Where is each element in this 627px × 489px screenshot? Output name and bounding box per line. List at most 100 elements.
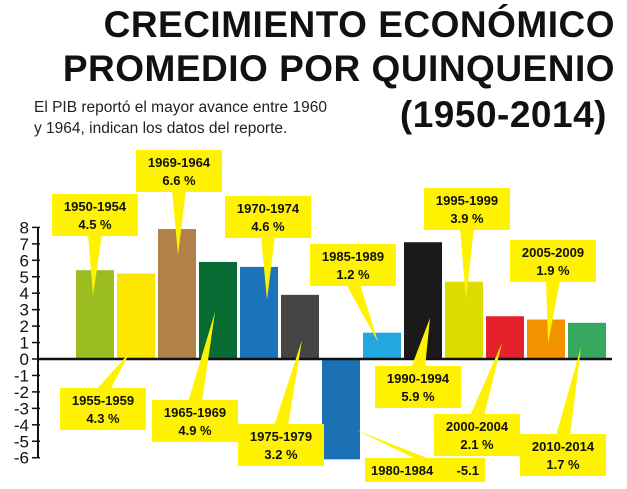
- callout-value: 4.3 %: [86, 411, 120, 426]
- callout-period: 1969-1964: [148, 155, 211, 170]
- callout-value: 2.1 %: [460, 437, 494, 452]
- callout-pointer: [261, 236, 275, 300]
- y-tick-label: 6: [20, 251, 29, 270]
- callout-1969-1964: 1969-1964 6.6 %: [136, 150, 222, 255]
- callout-period: 1985-1989: [322, 249, 384, 264]
- callout-box: [238, 424, 324, 466]
- y-tick-label: 7: [20, 235, 29, 254]
- callout-period: 1965-1969: [164, 405, 226, 420]
- y-tick-label: -4: [14, 416, 29, 435]
- callout-pointer: [274, 340, 302, 426]
- callout-period: 2010-2014: [532, 439, 595, 454]
- y-tick-label: 0: [20, 350, 29, 369]
- callout-pointer: [411, 318, 430, 368]
- bar-10: [486, 316, 524, 359]
- callout-box: [375, 366, 461, 408]
- callout-value: 6.6 %: [162, 173, 196, 188]
- title-line-3: (1950-2014): [399, 94, 607, 135]
- subtitle: El PIB reportó el mayor avance entre 196…: [34, 99, 327, 137]
- y-tick-label: 8: [20, 218, 29, 237]
- y-tick-label: -5: [14, 432, 29, 451]
- callout-box: [424, 188, 510, 230]
- callout-value: 4.9 %: [178, 423, 212, 438]
- callout-box: [136, 150, 222, 192]
- callout-1970-1974: 1970-1974 4.6 %: [225, 196, 311, 300]
- callout-period: 1950-1954: [64, 199, 127, 214]
- callout-value: 1.9 %: [536, 263, 570, 278]
- callout-1995-1999: 1995-1999 3.9 %: [424, 188, 510, 300]
- callout-value: 4.5 %: [78, 217, 112, 232]
- callout-box: [365, 458, 485, 482]
- callout-pointer: [556, 347, 581, 436]
- bar-0: [76, 270, 114, 359]
- callout-period: 1980-1984: [371, 463, 434, 478]
- callout-1985-1989: 1985-1989 1.2 %: [310, 244, 396, 342]
- title-line-2: PROMEDIO POR QUINQUENIO: [62, 48, 615, 89]
- bar-4: [240, 266, 278, 359]
- callout-value: 3.2 %: [264, 447, 298, 462]
- bar-9: [445, 281, 483, 359]
- callout-period: 1975-1979: [250, 429, 312, 444]
- callout-value: 1.2 %: [336, 267, 370, 282]
- callout-pointer: [172, 190, 186, 255]
- bar-7: [363, 332, 401, 359]
- callout-1980-1984: 1980-1984 -5.1: [356, 430, 485, 482]
- callout-pointer: [346, 284, 378, 342]
- bar-3: [199, 261, 237, 359]
- bars: [76, 229, 606, 460]
- callout-value: -5.1: [457, 463, 479, 478]
- callout-pointer: [88, 234, 102, 296]
- callout-value: 3.9 %: [450, 211, 484, 226]
- callout-pointer: [546, 280, 560, 344]
- y-tick-label: -6: [14, 449, 29, 468]
- callout-pointer: [188, 312, 215, 402]
- bar-1: [117, 273, 155, 359]
- y-tick-label: 3: [20, 301, 29, 320]
- callout-period: 1970-1974: [237, 201, 300, 216]
- callout-1955-1959: 1955-1959 4.3 %: [60, 352, 146, 430]
- callout-box: [520, 434, 606, 476]
- y-tick-label: 2: [20, 317, 29, 336]
- callout-period: 2000-2004: [446, 419, 509, 434]
- callout-box: [310, 244, 396, 286]
- callout-box: [152, 400, 238, 442]
- bar-2: [158, 229, 196, 359]
- title-line-1: CRECIMIENTO ECONÓMICO: [103, 4, 615, 45]
- y-tick-label: -3: [14, 399, 29, 418]
- callout-box: [225, 196, 311, 238]
- callouts: 1950-1954 4.5 % 1955-1959 4.3 % 1969-1964 6.6…: [52, 150, 606, 482]
- y-tick-label: -1: [14, 366, 29, 385]
- callout-period: 1990-1994: [387, 371, 450, 386]
- bar-11: [527, 319, 565, 359]
- callout-2005-2009: 2005-2009 1.9 %: [510, 240, 596, 344]
- callout-value: 4.6 %: [251, 219, 285, 234]
- y-tick-label: 5: [20, 268, 29, 287]
- bar-6: [322, 359, 360, 460]
- callout-pointer: [96, 352, 130, 390]
- callout-period: 1995-1999: [436, 193, 498, 208]
- callout-period: 2005-2009: [522, 245, 584, 260]
- callout-2000-2004: 2000-2004 2.1 %: [434, 343, 520, 456]
- callout-1975-1979: 1975-1979 3.2 %: [238, 340, 324, 466]
- callout-1990-1994: 1990-1994 5.9 %: [375, 318, 461, 408]
- callout-box: [60, 388, 146, 430]
- callout-pointer: [470, 343, 502, 416]
- y-tick-label: 4: [20, 284, 29, 303]
- callout-box: [52, 194, 138, 236]
- y-tick-label: 1: [20, 334, 29, 353]
- callout-1965-1969: 1965-1969 4.9 %: [152, 312, 238, 442]
- callout-2010-2014: 2010-2014 1.7 %: [520, 347, 606, 476]
- callout-period: 1955-1959: [72, 393, 134, 408]
- callout-pointer: [460, 228, 474, 300]
- y-tick-label: -2: [14, 383, 29, 402]
- callout-value: 1.7 %: [546, 457, 580, 472]
- callout-box: [510, 240, 596, 282]
- callout-box: [434, 414, 520, 456]
- callout-value: 5.9 %: [401, 389, 435, 404]
- callout-pointer: [356, 430, 432, 460]
- callout-1950-1954: 1950-1954 4.5 %: [52, 194, 138, 296]
- bar-12: [568, 322, 606, 359]
